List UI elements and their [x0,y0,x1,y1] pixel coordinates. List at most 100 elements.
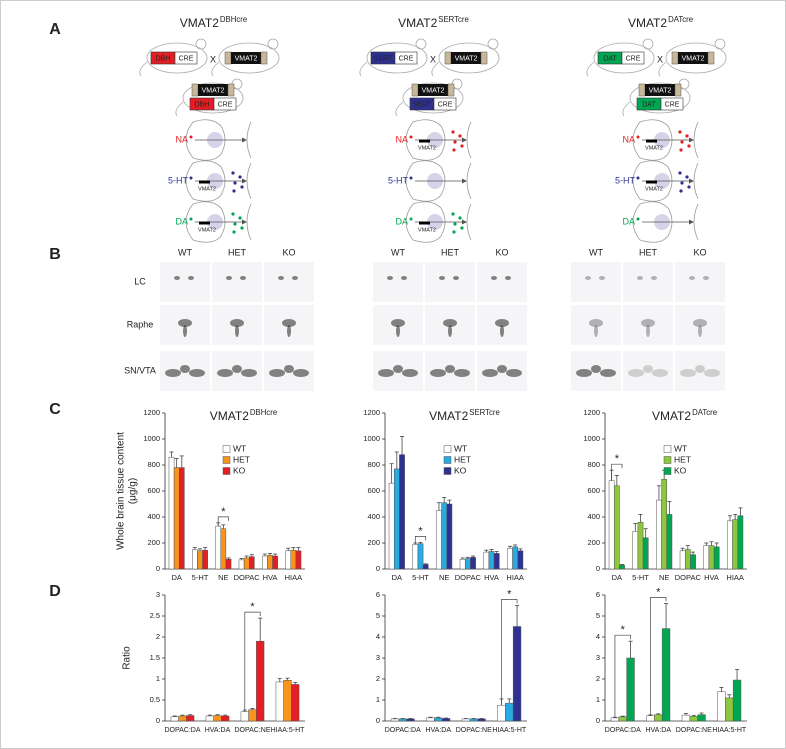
bar [713,546,720,570]
stained-region [226,276,232,280]
significance-star: * [418,525,423,537]
mouse-tail [211,61,220,77]
cell-marker [189,217,193,221]
lox-site [227,83,235,97]
terminal-dot [687,185,691,189]
mouse-tail [139,61,148,77]
title: VMAT2 [628,16,667,30]
cell-marker [636,135,640,139]
stained-region [232,365,242,373]
bar [205,715,214,722]
section-label: NA [395,134,408,144]
histology-image [425,262,475,302]
lox-site [447,83,455,97]
genotype-header: HET [441,247,460,257]
histology-image [675,262,725,302]
brain-section [632,201,673,243]
bar [220,528,227,570]
title-superscript: DATcre [692,408,717,417]
bar [441,502,448,570]
mouse-ear [415,38,427,50]
lox-site [444,51,452,65]
terminal-dot [240,226,244,230]
stained-region [589,319,603,327]
region-label: SN/VTA [124,365,156,375]
bar [703,545,710,570]
histology-image [623,262,673,302]
terminal-dot [453,140,457,144]
y-tick-label: 400 [587,512,600,521]
lox-site [674,83,682,97]
vmat2-gene [418,84,448,96]
y-tick-label: 3 [596,653,600,662]
bar [290,549,297,570]
terminal-dot [452,230,456,234]
bar [225,559,232,570]
bar [679,550,686,570]
lox-site [638,83,646,97]
genotype-header: WT [589,247,603,257]
significance-star: * [250,601,255,613]
terminal-dot [687,144,691,148]
bar [446,503,453,570]
stained-region [401,276,407,280]
x-tick-label: DOPAC:DA [164,727,200,734]
gene-label: DAT [603,55,617,62]
bar [426,717,435,722]
stained-region [174,276,180,280]
bar [291,684,300,722]
stained-region [396,325,400,337]
y-tick-label: 600 [147,486,160,495]
terminal-dot [451,212,455,216]
y-tick-label: 1200 [583,408,600,417]
genotype-header: HET [228,247,247,257]
bar [238,559,245,570]
gene-label: SERT [374,55,393,62]
significance-bracket [614,634,631,718]
legend-label: KO [674,465,687,475]
x-tick-label: HVA:DA [425,727,451,734]
gene-label: VMAT2 [202,87,225,94]
stained-region [695,365,705,373]
stained-region [378,369,394,377]
y-tick-label: 200 [367,538,380,547]
bar [248,556,255,570]
y-tick-label: 1 [376,695,380,704]
bar [610,717,620,722]
mouse-outline [182,82,244,114]
vmat2-tag: VMAT2 [418,227,436,233]
terminal-dot [680,140,684,144]
y-axis-label: Ratio [122,646,133,670]
x-tick-label: HIAA:5-HT [271,727,306,734]
section-label: DA [622,216,635,226]
stained-region [230,319,244,327]
cross-symbol: X [430,54,436,64]
arrow-head [462,219,467,225]
mouse-tail [395,101,404,117]
y-tick-label: 600 [367,486,380,495]
arrow-head [689,219,694,225]
mouse-outline [438,42,500,74]
brain-section [632,160,673,202]
bar [393,468,400,570]
gene-label: VMAT2 [455,55,478,62]
title-superscript: DATcre [668,15,693,24]
x-tick-label: HVA [704,573,719,582]
x-tick-label: NE [659,573,669,582]
legend-label: WT [674,443,687,453]
gene-label: VMAT2 [235,55,258,62]
y-tick-label: 1200 [363,408,380,417]
vmat2-tag: VMAT2 [198,227,216,233]
terminal-dot [680,181,684,185]
bar [661,628,671,722]
bar [725,697,734,722]
genotype-header: WT [391,247,405,257]
y-tick-label: 800 [587,460,600,469]
x-tick-label: DOPAC:DA [605,727,641,734]
stained-region [430,369,446,377]
y-tick-label: 0 [376,564,380,573]
bar [656,499,662,570]
gene-label: DBH [156,55,171,62]
section-label: NA [175,134,188,144]
